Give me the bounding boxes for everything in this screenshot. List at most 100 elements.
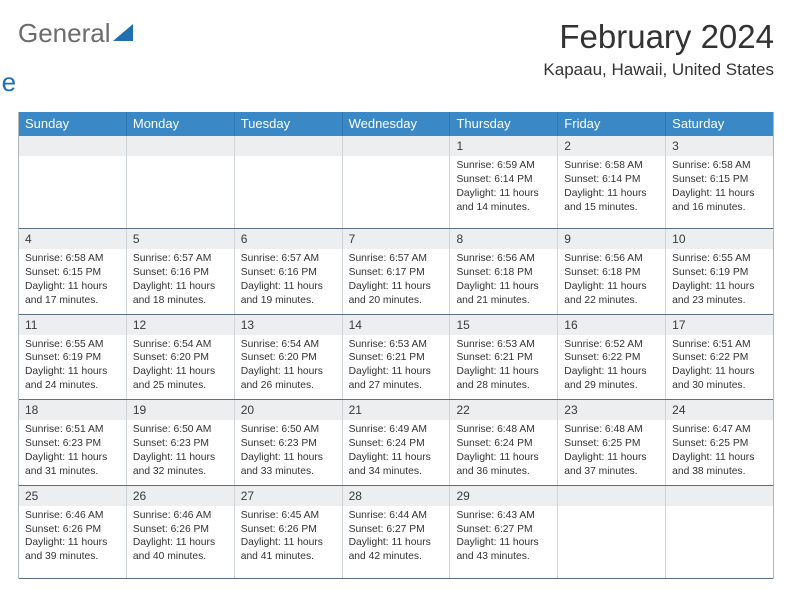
sunset-line: Sunset: 6:21 PM	[349, 351, 444, 365]
day-header: Friday	[558, 112, 666, 136]
sunrise-line: Sunrise: 6:48 AM	[564, 423, 659, 437]
sunrise-line: Sunrise: 6:46 AM	[133, 509, 228, 523]
day-number: 4	[19, 229, 126, 249]
sunrise-line: Sunrise: 6:44 AM	[349, 509, 444, 523]
daylight-line: Daylight: 11 hours and 39 minutes.	[25, 536, 120, 564]
day-number-empty	[666, 486, 773, 506]
day-cell: 22Sunrise: 6:48 AMSunset: 6:24 PMDayligh…	[450, 400, 558, 485]
day-cell: 15Sunrise: 6:53 AMSunset: 6:21 PMDayligh…	[450, 315, 558, 400]
day-header: Thursday	[450, 112, 558, 136]
day-cell: 1Sunrise: 6:59 AMSunset: 6:14 PMDaylight…	[450, 136, 558, 228]
day-details: Sunrise: 6:53 AMSunset: 6:21 PMDaylight:…	[343, 335, 450, 400]
day-number: 29	[450, 486, 557, 506]
day-cell: 3Sunrise: 6:58 AMSunset: 6:15 PMDaylight…	[666, 136, 773, 228]
day-cell: 2Sunrise: 6:58 AMSunset: 6:14 PMDaylight…	[558, 136, 666, 228]
month-title: February 2024	[543, 18, 774, 56]
sunset-line: Sunset: 6:16 PM	[133, 266, 228, 280]
day-cell: 20Sunrise: 6:50 AMSunset: 6:23 PMDayligh…	[235, 400, 343, 485]
day-cell: 6Sunrise: 6:57 AMSunset: 6:16 PMDaylight…	[235, 229, 343, 314]
sunset-line: Sunset: 6:24 PM	[456, 437, 551, 451]
sunset-line: Sunset: 6:17 PM	[349, 266, 444, 280]
daylight-line: Daylight: 11 hours and 24 minutes.	[25, 365, 120, 393]
daylight-line: Daylight: 11 hours and 23 minutes.	[672, 280, 767, 308]
calendar: SundayMondayTuesdayWednesdayThursdayFrid…	[18, 112, 774, 579]
sunrise-line: Sunrise: 6:57 AM	[241, 252, 336, 266]
day-details: Sunrise: 6:57 AMSunset: 6:17 PMDaylight:…	[343, 249, 450, 314]
day-details: Sunrise: 6:58 AMSunset: 6:15 PMDaylight:…	[666, 156, 773, 221]
day-cell: 7Sunrise: 6:57 AMSunset: 6:17 PMDaylight…	[343, 229, 451, 314]
sunrise-line: Sunrise: 6:56 AM	[564, 252, 659, 266]
sunrise-line: Sunrise: 6:50 AM	[241, 423, 336, 437]
daylight-line: Daylight: 11 hours and 34 minutes.	[349, 451, 444, 479]
day-details: Sunrise: 6:54 AMSunset: 6:20 PMDaylight:…	[127, 335, 234, 400]
sunrise-line: Sunrise: 6:59 AM	[456, 159, 551, 173]
sunset-line: Sunset: 6:15 PM	[672, 173, 767, 187]
logo-word-general: General	[18, 18, 111, 49]
day-number: 6	[235, 229, 342, 249]
day-cell	[666, 486, 773, 578]
day-number: 13	[235, 315, 342, 335]
sunrise-line: Sunrise: 6:50 AM	[133, 423, 228, 437]
day-details: Sunrise: 6:57 AMSunset: 6:16 PMDaylight:…	[235, 249, 342, 314]
daylight-line: Daylight: 11 hours and 15 minutes.	[564, 187, 659, 215]
day-number: 10	[666, 229, 773, 249]
day-details: Sunrise: 6:56 AMSunset: 6:18 PMDaylight:…	[450, 249, 557, 314]
day-cell: 16Sunrise: 6:52 AMSunset: 6:22 PMDayligh…	[558, 315, 666, 400]
day-details: Sunrise: 6:50 AMSunset: 6:23 PMDaylight:…	[127, 420, 234, 485]
day-details-empty	[558, 506, 665, 578]
day-details: Sunrise: 6:45 AMSunset: 6:26 PMDaylight:…	[235, 506, 342, 571]
sunrise-line: Sunrise: 6:55 AM	[672, 252, 767, 266]
sunrise-line: Sunrise: 6:46 AM	[25, 509, 120, 523]
day-number: 28	[343, 486, 450, 506]
sunrise-line: Sunrise: 6:58 AM	[564, 159, 659, 173]
day-details: Sunrise: 6:46 AMSunset: 6:26 PMDaylight:…	[19, 506, 126, 571]
daylight-line: Daylight: 11 hours and 37 minutes.	[564, 451, 659, 479]
day-number: 25	[19, 486, 126, 506]
day-cell: 21Sunrise: 6:49 AMSunset: 6:24 PMDayligh…	[343, 400, 451, 485]
day-cell: 17Sunrise: 6:51 AMSunset: 6:22 PMDayligh…	[666, 315, 773, 400]
sunrise-line: Sunrise: 6:49 AM	[349, 423, 444, 437]
sunset-line: Sunset: 6:20 PM	[241, 351, 336, 365]
sunrise-line: Sunrise: 6:57 AM	[349, 252, 444, 266]
day-number-empty	[235, 136, 342, 156]
day-cell: 27Sunrise: 6:45 AMSunset: 6:26 PMDayligh…	[235, 486, 343, 578]
sunset-line: Sunset: 6:22 PM	[672, 351, 767, 365]
day-cell: 28Sunrise: 6:44 AMSunset: 6:27 PMDayligh…	[343, 486, 451, 578]
daylight-line: Daylight: 11 hours and 32 minutes.	[133, 451, 228, 479]
day-number: 9	[558, 229, 665, 249]
day-details: Sunrise: 6:56 AMSunset: 6:18 PMDaylight:…	[558, 249, 665, 314]
day-number-empty	[19, 136, 126, 156]
calendar-week: 18Sunrise: 6:51 AMSunset: 6:23 PMDayligh…	[19, 400, 773, 486]
calendar-week: 4Sunrise: 6:58 AMSunset: 6:15 PMDaylight…	[19, 229, 773, 315]
sunrise-line: Sunrise: 6:47 AM	[672, 423, 767, 437]
daylight-line: Daylight: 11 hours and 18 minutes.	[133, 280, 228, 308]
day-number: 21	[343, 400, 450, 420]
daylight-line: Daylight: 11 hours and 31 minutes.	[25, 451, 120, 479]
day-cell: 24Sunrise: 6:47 AMSunset: 6:25 PMDayligh…	[666, 400, 773, 485]
calendar-week: 25Sunrise: 6:46 AMSunset: 6:26 PMDayligh…	[19, 486, 773, 579]
sunset-line: Sunset: 6:27 PM	[456, 523, 551, 537]
sunrise-line: Sunrise: 6:53 AM	[349, 338, 444, 352]
logo-sail-icon	[113, 24, 133, 41]
day-cell	[343, 136, 451, 228]
day-details: Sunrise: 6:49 AMSunset: 6:24 PMDaylight:…	[343, 420, 450, 485]
daylight-line: Daylight: 11 hours and 33 minutes.	[241, 451, 336, 479]
day-details-empty	[343, 156, 450, 228]
sunrise-line: Sunrise: 6:58 AM	[25, 252, 120, 266]
sunrise-line: Sunrise: 6:53 AM	[456, 338, 551, 352]
day-number: 16	[558, 315, 665, 335]
day-number: 23	[558, 400, 665, 420]
day-header: Tuesday	[235, 112, 343, 136]
day-details: Sunrise: 6:55 AMSunset: 6:19 PMDaylight:…	[666, 249, 773, 314]
day-details: Sunrise: 6:58 AMSunset: 6:15 PMDaylight:…	[19, 249, 126, 314]
day-header: Sunday	[19, 112, 127, 136]
day-details: Sunrise: 6:57 AMSunset: 6:16 PMDaylight:…	[127, 249, 234, 314]
daylight-line: Daylight: 11 hours and 19 minutes.	[241, 280, 336, 308]
day-number: 20	[235, 400, 342, 420]
daylight-line: Daylight: 11 hours and 42 minutes.	[349, 536, 444, 564]
daylight-line: Daylight: 11 hours and 26 minutes.	[241, 365, 336, 393]
daylight-line: Daylight: 11 hours and 22 minutes.	[564, 280, 659, 308]
day-cell: 12Sunrise: 6:54 AMSunset: 6:20 PMDayligh…	[127, 315, 235, 400]
daylight-line: Daylight: 11 hours and 29 minutes.	[564, 365, 659, 393]
logo-word-blue: Blue	[0, 67, 16, 98]
